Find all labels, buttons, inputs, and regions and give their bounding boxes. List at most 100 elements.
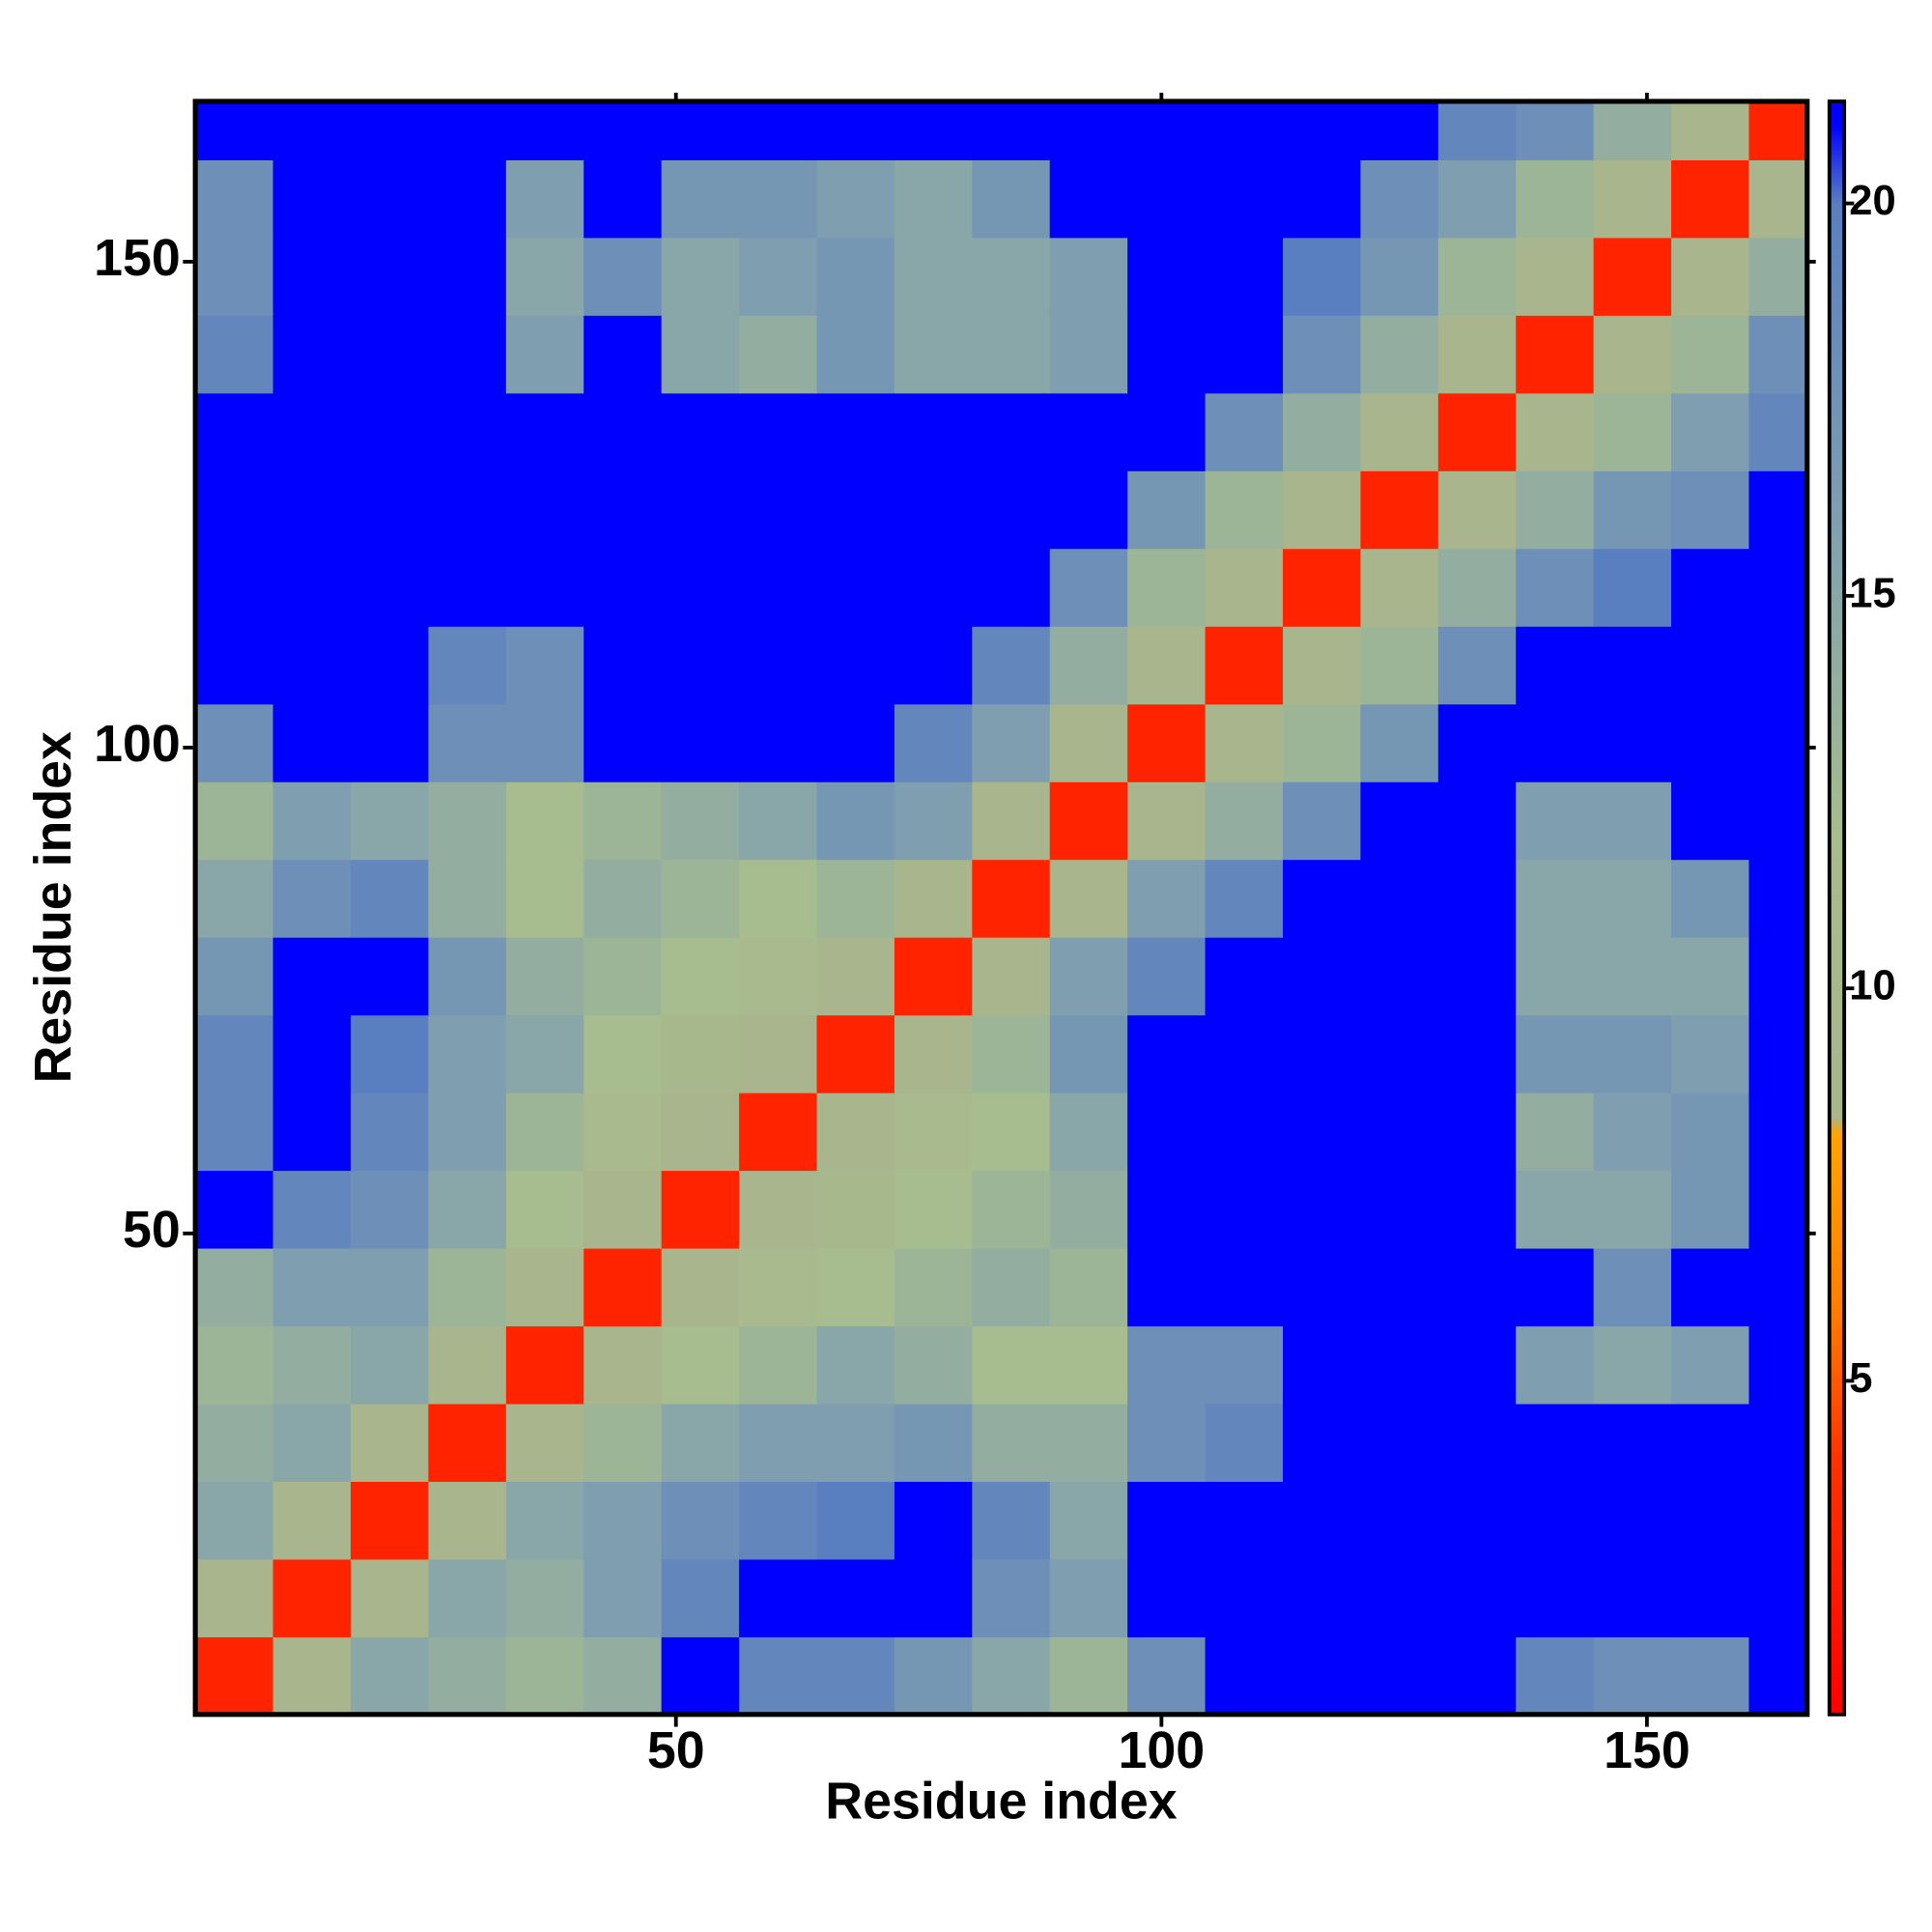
heatmap-cell (505, 781, 584, 861)
heatmap-cell (739, 1170, 818, 1249)
heatmap-cell (972, 1558, 1051, 1637)
heatmap-cell (1516, 1558, 1595, 1637)
heatmap-cell (272, 548, 352, 627)
heatmap-cell (816, 1325, 895, 1405)
heatmap-cell (816, 1247, 895, 1327)
heatmap-cell (1127, 781, 1207, 861)
heatmap-cell (1516, 159, 1595, 239)
heatmap-cell (972, 703, 1051, 782)
heatmap-cell (1437, 100, 1517, 160)
heatmap-cell (351, 1558, 430, 1637)
heatmap-cell (505, 1558, 584, 1637)
heatmap-cell (661, 159, 740, 239)
heatmap-cell (1127, 1170, 1207, 1249)
heatmap-cell (816, 1403, 895, 1483)
heatmap-cell (894, 1636, 973, 1716)
heatmap-cell (1282, 237, 1362, 316)
heatmap-cell (972, 470, 1051, 550)
heatmap-cell (1049, 1481, 1128, 1560)
heatmap-cell (272, 315, 352, 394)
heatmap-cell (1360, 315, 1439, 394)
heatmap-cell (972, 392, 1051, 471)
heatmap-cell (739, 1014, 818, 1094)
heatmap-cell (1748, 1403, 1808, 1483)
heatmap-cell (428, 703, 507, 782)
heatmap-cell (428, 1014, 507, 1094)
heatmap (195, 100, 1808, 1716)
heatmap-cell (1437, 859, 1517, 938)
heatmap-cell (816, 1481, 895, 1560)
heatmap-cell (1282, 1558, 1362, 1637)
heatmap-cell (739, 1403, 818, 1483)
heatmap-cell (1671, 1325, 1750, 1405)
heatmap-cell (428, 1558, 507, 1637)
heatmap-cell (428, 548, 507, 627)
heatmap-cell (195, 859, 274, 938)
heatmap-cell (505, 1092, 584, 1172)
heatmap-cell (1516, 1247, 1595, 1327)
heatmap-cell (195, 315, 274, 394)
heatmap-cell (739, 937, 818, 1016)
colorbar (1827, 99, 1847, 1717)
heatmap-cell (351, 470, 430, 550)
heatmap-cell (1205, 1170, 1284, 1249)
heatmap-cell (195, 1014, 274, 1094)
y-tick-label: 100 (94, 715, 181, 773)
heatmap-cell (816, 237, 895, 316)
heatmap-cell (1049, 1170, 1128, 1249)
heatmap-cell (1748, 159, 1808, 239)
heatmap-cell (1205, 1092, 1284, 1172)
heatmap-cell (583, 1325, 663, 1405)
heatmap-cell (1671, 703, 1750, 782)
heatmap-cell (428, 392, 507, 471)
heatmap-cell (894, 1558, 973, 1637)
heatmap-cell (661, 237, 740, 316)
heatmap-cell (505, 1014, 584, 1094)
heatmap-cell (1437, 548, 1517, 627)
heatmap-cell (1516, 703, 1595, 782)
heatmap-cell (739, 470, 818, 550)
heatmap-cell (1516, 1325, 1595, 1405)
heatmap-cell (1516, 781, 1595, 861)
heatmap-cell (1360, 1325, 1439, 1405)
heatmap-cell (1671, 626, 1750, 705)
heatmap-cell (505, 1247, 584, 1327)
heatmap-cell (1205, 626, 1284, 705)
heatmap-cell (505, 937, 584, 1016)
heatmap-cell (272, 1170, 352, 1249)
heatmap-cell (816, 470, 895, 550)
heatmap-cell (972, 548, 1051, 627)
heatmap-cell (351, 100, 430, 160)
heatmap-cell (1127, 1247, 1207, 1327)
heatmap-cell (1516, 859, 1595, 938)
heatmap-cell (583, 392, 663, 471)
heatmap-cell (661, 703, 740, 782)
heatmap-cell (1516, 1636, 1595, 1716)
heatmap-cell (1593, 100, 1672, 160)
heatmap-cell (1049, 237, 1128, 316)
heatmap-cell (739, 159, 818, 239)
heatmap-cell (272, 937, 352, 1016)
heatmap-cell (1748, 237, 1808, 316)
heatmap-cell (1205, 781, 1284, 861)
heatmap-cell (1049, 1558, 1128, 1637)
heatmap-cell (1127, 1636, 1207, 1716)
heatmap-cell (1205, 237, 1284, 316)
heatmap-cell (739, 1325, 818, 1405)
heatmap-cell (1593, 1325, 1672, 1405)
heatmap-cell (1748, 781, 1808, 861)
heatmap-cell (1593, 626, 1672, 705)
heatmap-cell (894, 1403, 973, 1483)
heatmap-cell (505, 470, 584, 550)
heatmap-cell (428, 315, 507, 394)
heatmap-cell (351, 1247, 430, 1327)
heatmap-cell (972, 1325, 1051, 1405)
heatmap-cell (505, 100, 584, 160)
heatmap-cell (1360, 100, 1439, 160)
heatmap-cell (1437, 392, 1517, 471)
heatmap-cell (351, 937, 430, 1016)
heatmap-cell (894, 392, 973, 471)
heatmap-cell (1205, 1325, 1284, 1405)
heatmap-cell (1593, 703, 1672, 782)
heatmap-cell (1205, 315, 1284, 394)
